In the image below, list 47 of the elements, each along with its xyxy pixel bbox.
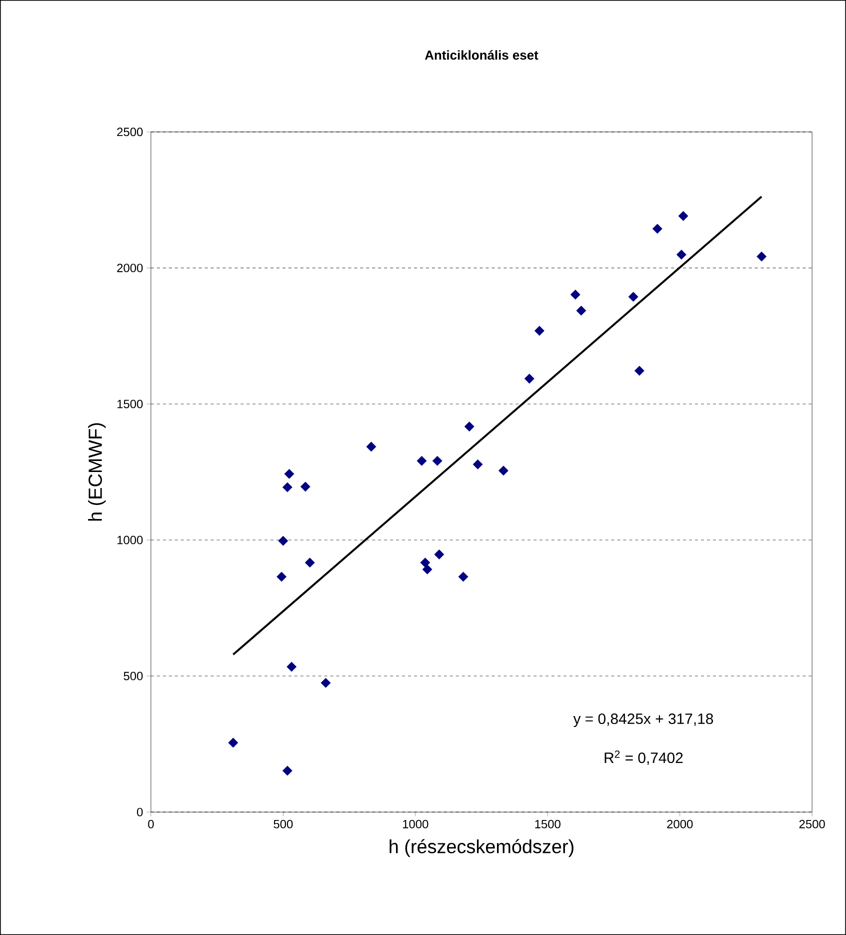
point xyxy=(472,459,483,470)
y-tick-label: 2000 xyxy=(117,264,143,272)
point xyxy=(570,290,580,300)
point xyxy=(464,422,474,432)
point xyxy=(576,306,586,316)
y-tick-label: 1000 xyxy=(117,536,143,544)
point xyxy=(634,366,644,376)
point xyxy=(416,456,427,466)
x-tick-label: 2000 xyxy=(667,820,693,828)
y-tick-label: 2500 xyxy=(117,128,143,136)
y-tick-label: 500 xyxy=(124,672,143,680)
point xyxy=(228,738,238,748)
x-tick-label: 2500 xyxy=(799,820,825,828)
point xyxy=(676,250,686,260)
chart-title: Anticiklonális eset xyxy=(424,50,538,60)
point xyxy=(498,466,508,476)
point xyxy=(304,558,315,568)
point xyxy=(300,482,310,492)
point xyxy=(284,468,294,479)
x-tick-label: 1000 xyxy=(403,820,428,828)
point xyxy=(434,549,444,560)
point xyxy=(420,558,430,568)
point xyxy=(286,662,297,672)
x-tick-label: 0 xyxy=(148,820,154,828)
point xyxy=(276,572,287,582)
point xyxy=(282,766,292,776)
point xyxy=(320,678,331,688)
point xyxy=(366,442,376,452)
annotation: R$^{2}$ = 0,7402 xyxy=(604,750,683,765)
point xyxy=(534,326,544,336)
point xyxy=(282,482,292,492)
point xyxy=(422,564,432,574)
point xyxy=(756,252,767,262)
point xyxy=(628,292,638,302)
x-tick-label: 1500 xyxy=(535,820,560,828)
x-tick-label: 500 xyxy=(274,820,293,828)
y-tick-label: 0 xyxy=(136,808,143,816)
point xyxy=(652,224,662,234)
y-axis-title: h (ECMWF) xyxy=(88,423,106,521)
point xyxy=(524,374,534,384)
point xyxy=(432,456,442,466)
annotation: y = 0,8425x + 317,18 xyxy=(573,713,714,728)
point xyxy=(678,211,688,221)
point xyxy=(458,572,468,582)
y-tick-label: 1500 xyxy=(117,400,143,408)
x-axis-title: h (részecskemódszer) xyxy=(390,839,574,858)
point xyxy=(278,536,288,546)
